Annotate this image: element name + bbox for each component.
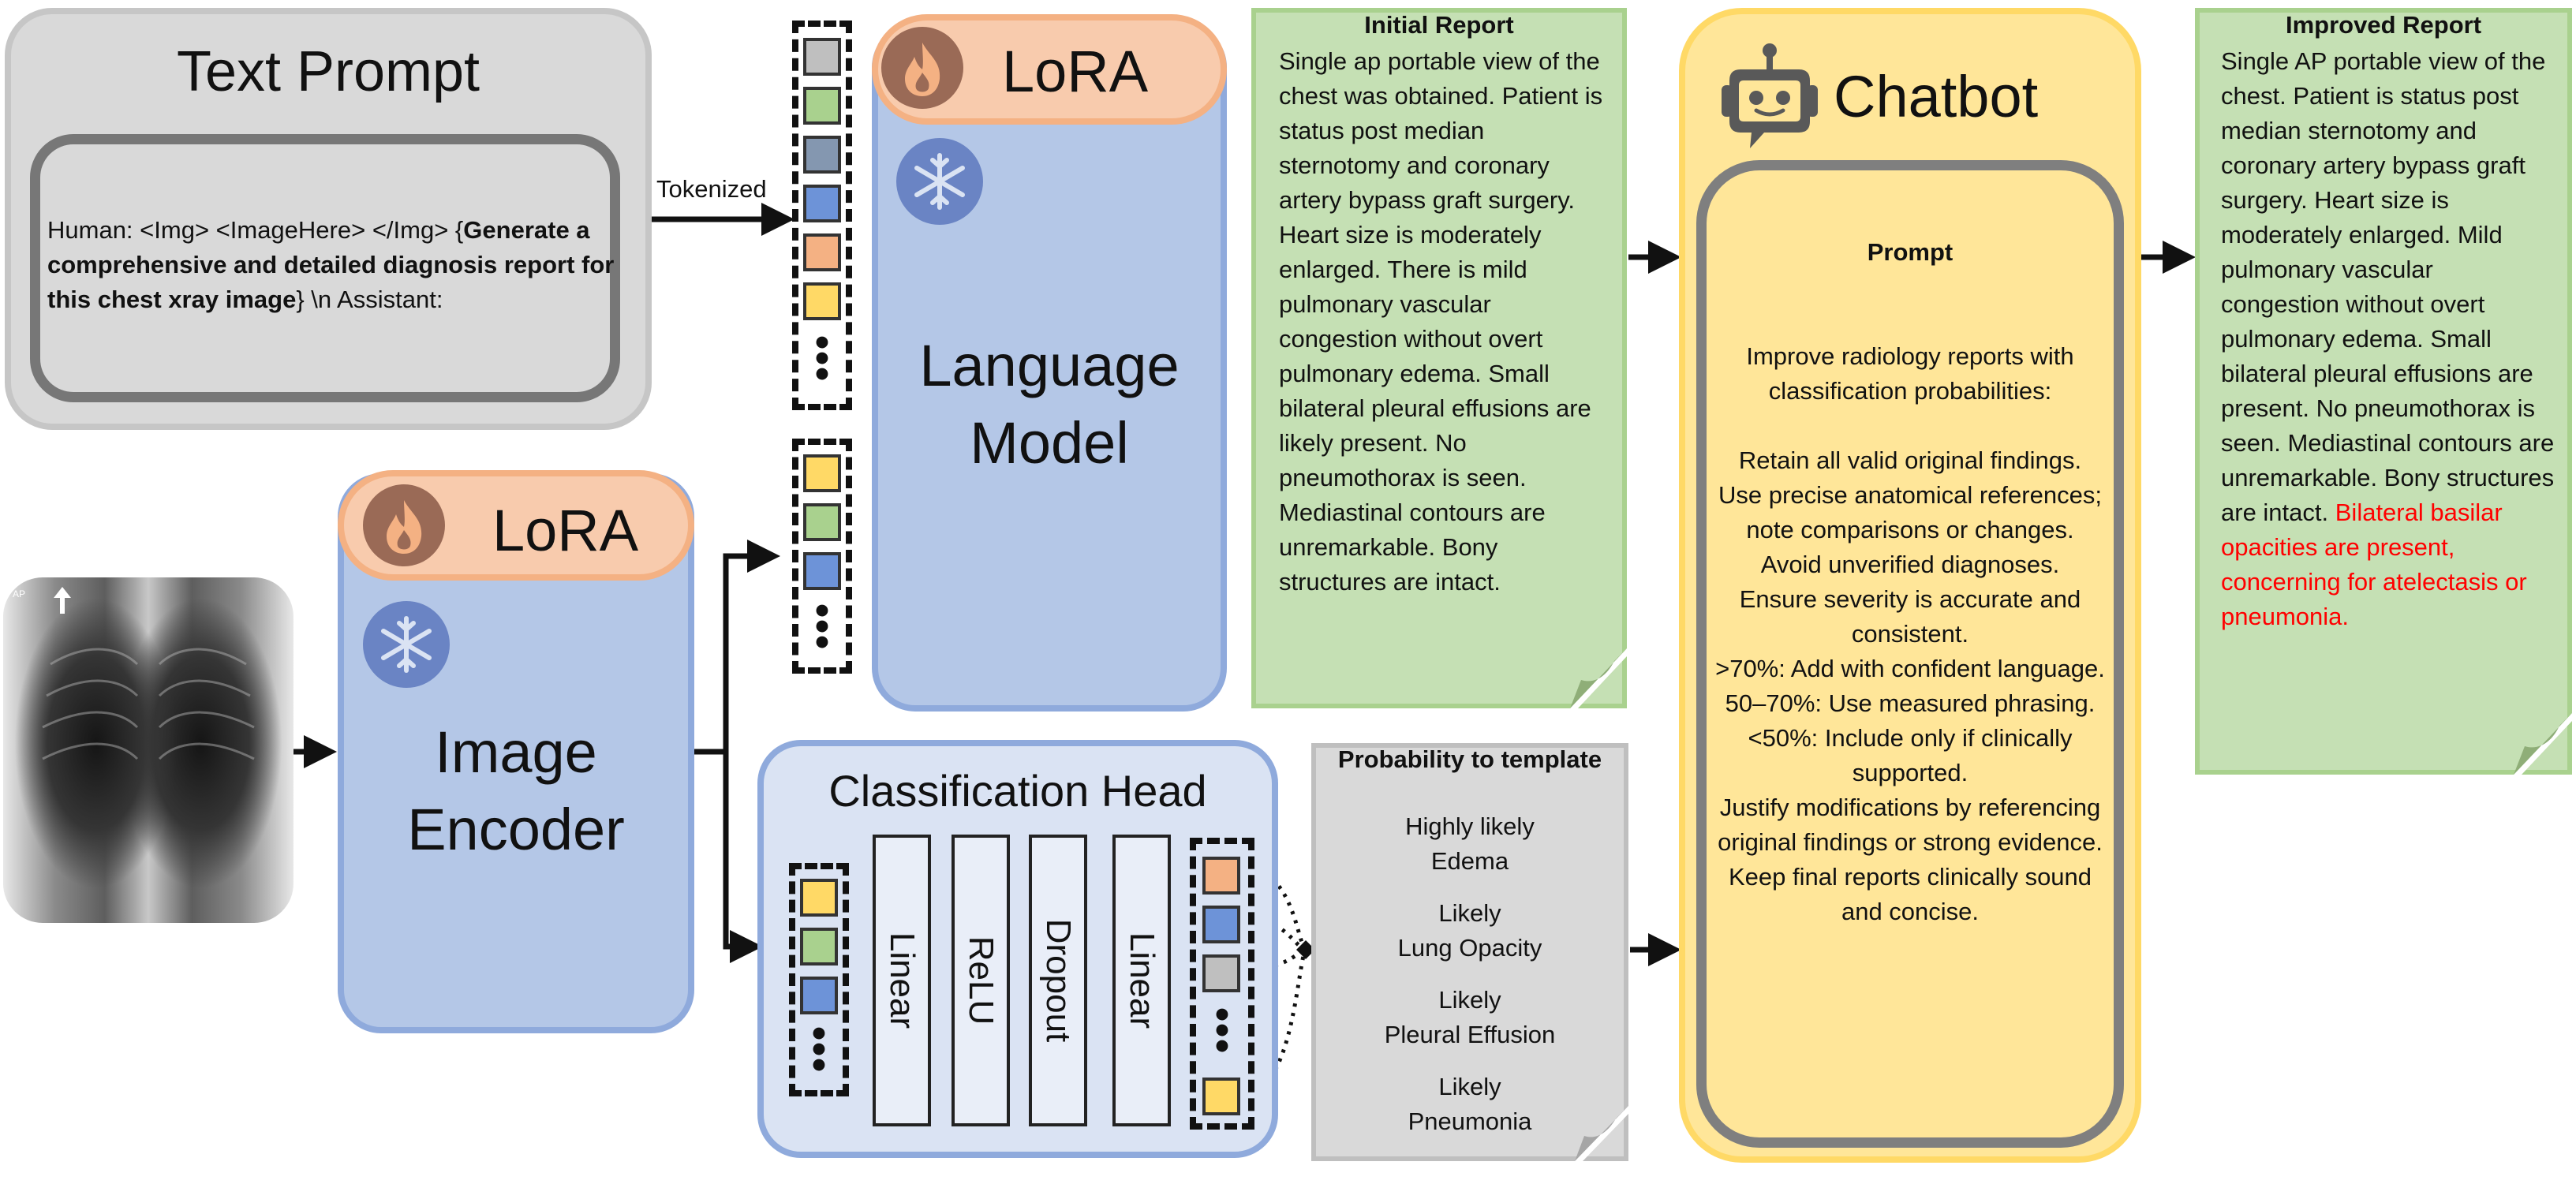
prompt-instructions: Improve radiology reports with classific…	[1715, 342, 2105, 925]
token-green	[800, 928, 838, 966]
lora-encoder-label: LoRA	[492, 498, 639, 563]
probability-item-lung-opacity: Likely Lung Opacity	[1397, 899, 1542, 962]
token-green	[803, 503, 841, 541]
image-token-column: • • •	[792, 439, 852, 674]
encoder-to-classifier-arrow	[723, 752, 763, 963]
improved-report-text: Single AP portable view of the chest. Pa…	[2221, 44, 2556, 634]
prompt-text: Human: <Img> <ImageHere> </Img> {Generat…	[47, 213, 615, 317]
probability-item-pleural-effusion: Likely Pleural Effusion	[1384, 986, 1556, 1048]
token-slate	[803, 136, 841, 174]
chest-xray-image: AP	[3, 577, 293, 923]
improved-report-title: Improved Report	[2285, 11, 2482, 39]
layer-linear-1: Linear	[873, 835, 931, 1126]
layer-dropout: Dropout	[1029, 835, 1087, 1126]
text-prompt-title: Text Prompt	[176, 40, 480, 103]
improved-report-body: Single AP portable view of the chest. Pa…	[2221, 47, 2555, 526]
robot-icon	[1722, 43, 1818, 148]
token-blue	[800, 977, 838, 1014]
token-gray	[803, 38, 841, 76]
probability-template-title: Probability to template	[1337, 745, 1602, 773]
ellipsis-dots: • • •	[814, 588, 830, 665]
initial-report-text: Single ap portable view of the chest was…	[1279, 47, 1603, 596]
ellipsis-dots: • • •	[814, 319, 830, 397]
prompt-inner-frame	[30, 134, 620, 402]
token-orange	[803, 233, 841, 271]
snowflake-icon	[363, 601, 450, 688]
xray-orientation-arrow	[54, 587, 71, 614]
page-curl	[2514, 713, 2572, 775]
improved-report-new-finding: Bilateral basilar opacities are present,…	[2221, 499, 2527, 630]
layer-linear-2: Linear	[1112, 835, 1171, 1126]
token-yellow	[803, 282, 841, 320]
lora-lm-label: LoRA	[1002, 39, 1149, 104]
snowflake-icon	[896, 138, 983, 225]
improved-report-panel	[2195, 8, 2572, 775]
image-encoder-label: Image Encoder	[407, 719, 625, 862]
prompt-label: Prompt	[1867, 238, 1953, 266]
xray-ap-marker: AP	[13, 588, 26, 599]
ellipsis-dots: • • •	[1214, 992, 1230, 1069]
token-yellow	[803, 454, 841, 492]
text-token-column: • • •	[792, 21, 852, 410]
page-curl	[1570, 648, 1627, 708]
chatbot-title: Chatbot	[1834, 64, 2039, 129]
language-model-label: Language Model	[919, 333, 1180, 476]
token-gray	[1202, 954, 1240, 992]
probability-diamond	[1296, 940, 1315, 959]
layer-relu: ReLU	[952, 835, 1010, 1126]
token-yellow	[1202, 1078, 1240, 1115]
fire-icon	[881, 27, 963, 109]
prompt-panel	[1696, 160, 2124, 1148]
token-blue	[1202, 906, 1240, 943]
token-blue	[803, 552, 841, 590]
xray-ribs-overlay	[42, 648, 255, 760]
prompt-instruction: Generate a comprehensive and detailed di…	[47, 216, 615, 313]
ellipsis-dots: • • •	[811, 1010, 827, 1088]
classifier-output-tokens: • • •	[1190, 838, 1254, 1130]
classification-head-title: Classification Head	[828, 766, 1207, 816]
probability-item-pneumonia: Likely Pneumonia	[1408, 1073, 1532, 1135]
tokenized-label: Tokenized	[656, 175, 767, 203]
probability-template-panel	[1311, 743, 1628, 1161]
encoder-to-tokens-arrow	[694, 540, 780, 755]
token-orange	[1202, 857, 1240, 895]
prompt-suffix: } \n Assistant:	[296, 286, 443, 313]
fire-icon	[363, 484, 445, 566]
token-yellow	[800, 879, 838, 917]
initial-report-panel	[1251, 8, 1627, 708]
probability-item-edema: Highly likely Edema	[1405, 812, 1535, 875]
prompt-prefix: Human: <Img> <ImageHere> </Img> {	[47, 216, 464, 244]
token-green	[803, 87, 841, 125]
page-curl	[1575, 1106, 1628, 1161]
initial-report-title: Initial Report	[1364, 11, 1514, 39]
token-blue	[803, 185, 841, 222]
classifier-input-tokens: • • •	[789, 863, 849, 1096]
